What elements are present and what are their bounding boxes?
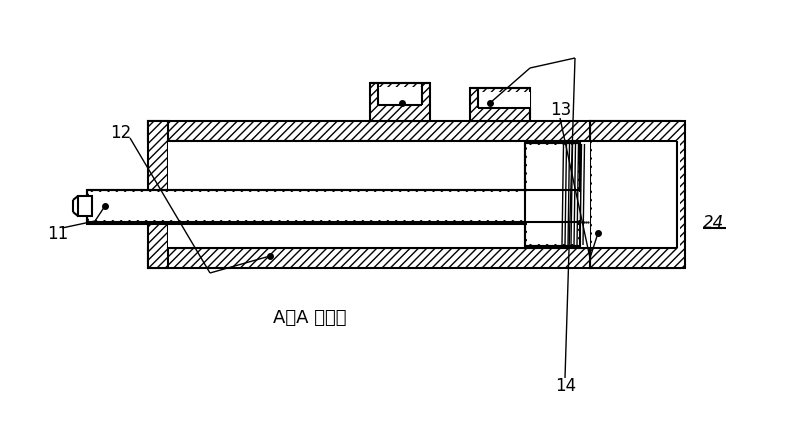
Bar (590, 121, 685, 268)
Bar (89, 192, 580, 220)
Bar (470, 88, 530, 121)
Bar (168, 141, 590, 248)
Bar (148, 248, 590, 268)
Bar (87, 190, 580, 203)
Bar (378, 87, 422, 105)
Text: A－A 剖视图: A－A 剖视图 (274, 309, 346, 327)
Bar (148, 121, 168, 268)
Bar (592, 141, 680, 248)
Bar (148, 121, 590, 141)
Bar (78, 196, 92, 216)
Text: 13: 13 (550, 101, 571, 119)
Bar (370, 83, 430, 121)
Text: 12: 12 (110, 124, 131, 142)
Bar (87, 205, 580, 224)
Text: 11: 11 (47, 225, 68, 243)
Bar (590, 121, 680, 141)
Bar (525, 143, 580, 246)
Bar (590, 248, 680, 268)
Bar (478, 92, 530, 108)
Text: 24: 24 (703, 214, 724, 232)
Text: 14: 14 (555, 377, 576, 395)
Bar (527, 145, 578, 244)
